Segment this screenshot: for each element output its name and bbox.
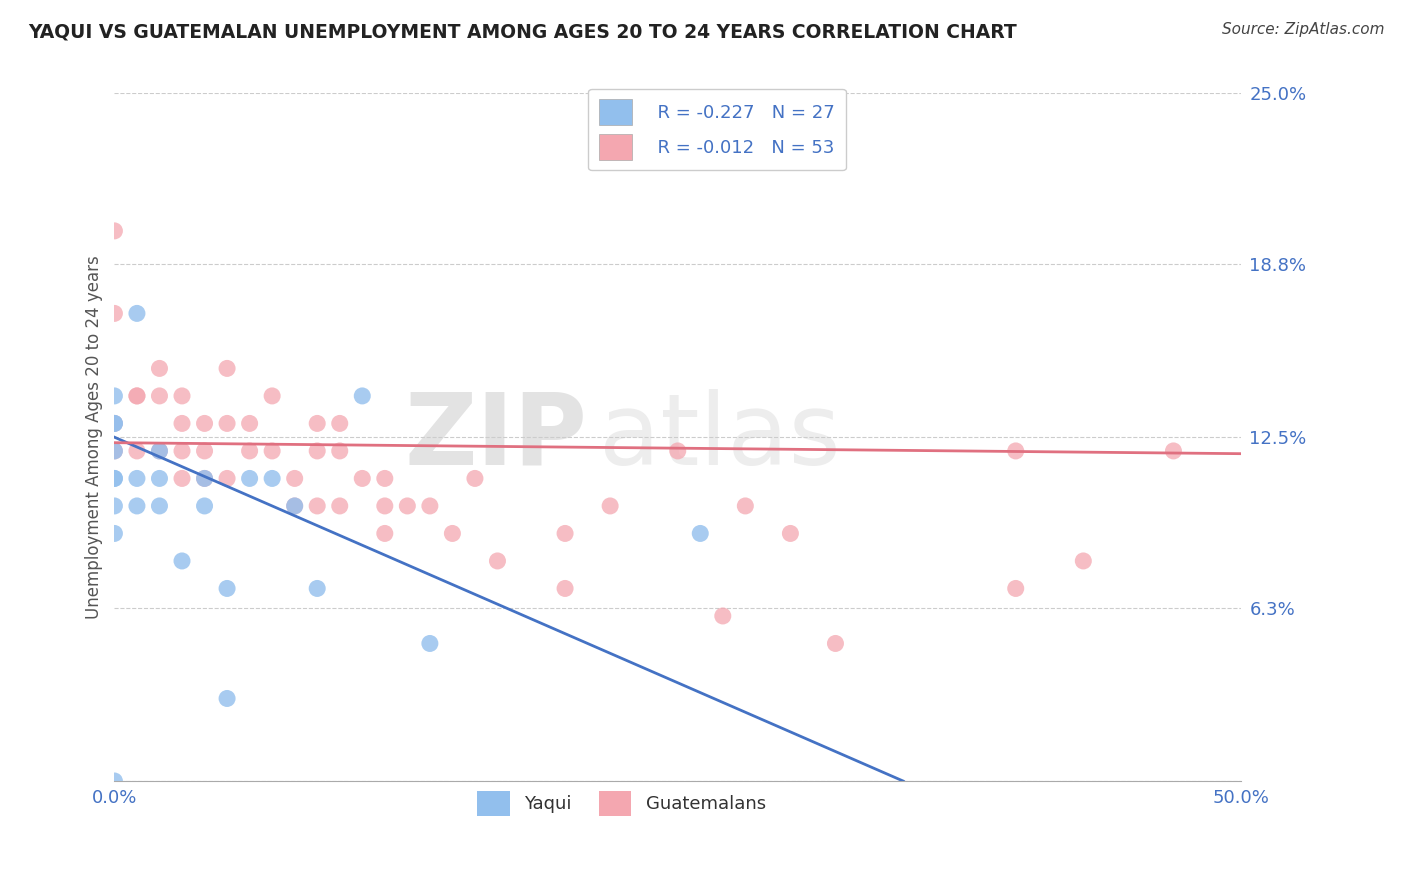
Point — [193, 417, 215, 431]
Point — [217, 361, 239, 376]
Text: Source: ZipAtlas.com: Source: ZipAtlas.com — [1222, 22, 1385, 37]
Point — [352, 471, 374, 485]
Point — [148, 444, 170, 458]
Point — [193, 444, 215, 458]
Point — [464, 471, 486, 485]
Point — [554, 526, 576, 541]
Point — [779, 526, 801, 541]
Point — [441, 526, 464, 541]
Point — [307, 499, 329, 513]
Point — [103, 774, 125, 789]
Point — [284, 471, 307, 485]
Point — [329, 417, 352, 431]
Point — [1004, 582, 1026, 596]
Point — [217, 691, 239, 706]
Point — [103, 224, 125, 238]
Point — [217, 417, 239, 431]
Point — [170, 417, 193, 431]
Point — [262, 389, 284, 403]
Text: atlas: atlas — [599, 389, 841, 485]
Point — [103, 417, 125, 431]
Point — [689, 526, 711, 541]
Point — [193, 471, 215, 485]
Point — [170, 444, 193, 458]
Point — [239, 471, 262, 485]
Point — [374, 471, 396, 485]
Point — [239, 417, 262, 431]
Point — [148, 444, 170, 458]
Point — [125, 389, 148, 403]
Point — [170, 471, 193, 485]
Point — [103, 499, 125, 513]
Point — [711, 609, 734, 624]
Point — [666, 444, 689, 458]
Point — [217, 582, 239, 596]
Point — [824, 636, 846, 650]
Point — [307, 444, 329, 458]
Point — [103, 444, 125, 458]
Point — [103, 471, 125, 485]
Point — [170, 554, 193, 568]
Point — [419, 499, 441, 513]
Point — [554, 582, 576, 596]
Point — [329, 499, 352, 513]
Point — [284, 499, 307, 513]
Legend: Yaqui, Guatemalans: Yaqui, Guatemalans — [470, 783, 773, 823]
Point — [374, 526, 396, 541]
Y-axis label: Unemployment Among Ages 20 to 24 years: Unemployment Among Ages 20 to 24 years — [86, 255, 103, 619]
Point — [193, 471, 215, 485]
Point — [125, 444, 148, 458]
Point — [103, 417, 125, 431]
Point — [1004, 444, 1026, 458]
Point — [125, 389, 148, 403]
Point — [734, 499, 756, 513]
Point — [419, 636, 441, 650]
Point — [103, 471, 125, 485]
Point — [103, 526, 125, 541]
Point — [486, 554, 509, 568]
Point — [125, 471, 148, 485]
Text: ZIP: ZIP — [405, 389, 588, 485]
Point — [125, 499, 148, 513]
Point — [1073, 554, 1095, 568]
Point — [262, 444, 284, 458]
Point — [125, 306, 148, 320]
Text: YAQUI VS GUATEMALAN UNEMPLOYMENT AMONG AGES 20 TO 24 YEARS CORRELATION CHART: YAQUI VS GUATEMALAN UNEMPLOYMENT AMONG A… — [28, 22, 1017, 41]
Point — [148, 499, 170, 513]
Point — [148, 361, 170, 376]
Point — [307, 582, 329, 596]
Point — [148, 389, 170, 403]
Point — [307, 417, 329, 431]
Point — [329, 444, 352, 458]
Point — [103, 444, 125, 458]
Point — [103, 306, 125, 320]
Point — [193, 499, 215, 513]
Point — [170, 389, 193, 403]
Point — [352, 389, 374, 403]
Point — [599, 499, 621, 513]
Point — [217, 471, 239, 485]
Point — [1163, 444, 1185, 458]
Point — [374, 499, 396, 513]
Point — [148, 471, 170, 485]
Point — [396, 499, 419, 513]
Point — [239, 444, 262, 458]
Point — [103, 389, 125, 403]
Point — [284, 499, 307, 513]
Point — [103, 417, 125, 431]
Point — [262, 471, 284, 485]
